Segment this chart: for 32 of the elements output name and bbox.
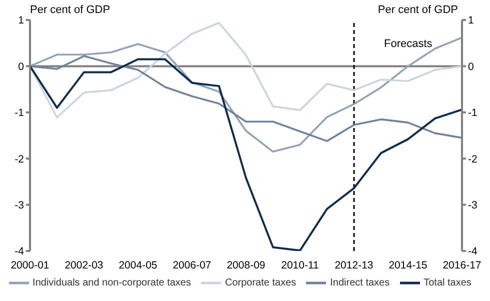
y2-axis-title: Per cent of GDP xyxy=(378,4,458,16)
line-series xyxy=(30,58,462,251)
x-tick-label: 2010-11 xyxy=(281,259,320,272)
x-tick-label: 2014-15 xyxy=(388,259,428,272)
legend-label: Corporate taxes xyxy=(224,278,296,289)
y2-tick-label: 1 xyxy=(468,14,474,27)
legend-label: Individuals and non-corporate taxes xyxy=(32,278,191,289)
x-tick-label: 2006-07 xyxy=(172,259,212,272)
y-axis-title: Per cent of GDP xyxy=(30,4,110,16)
y2-tick-label: -3 xyxy=(468,200,478,212)
y2-tick-label: -1 xyxy=(468,107,478,120)
y-tick-label: 1 xyxy=(18,14,24,27)
line-series xyxy=(30,55,462,142)
y2-tick-label: -2 xyxy=(468,153,478,166)
annotation: Forecasts xyxy=(384,38,432,50)
x-tick-label: 2000-01 xyxy=(10,259,50,272)
line-series xyxy=(30,22,462,118)
x-tick-label: 2008-09 xyxy=(226,259,266,272)
y-tick-label: -3 xyxy=(14,200,24,212)
y2-tick-label: -4 xyxy=(468,246,478,258)
line-series xyxy=(30,36,462,153)
x-tick-label: 2012-13 xyxy=(334,259,374,272)
legend-label: Total taxes xyxy=(424,278,472,289)
legend-label: Indirect taxes xyxy=(330,278,390,289)
y2-tick-label: 0 xyxy=(468,60,474,73)
y-tick-label: -1 xyxy=(14,107,24,120)
x-tick-label: 2016-17 xyxy=(442,259,482,272)
y-tick-label: -4 xyxy=(14,246,24,258)
y-tick-label: 0 xyxy=(18,60,24,73)
x-tick-label: 2002-03 xyxy=(64,259,104,272)
y-tick-label: -2 xyxy=(14,153,24,166)
x-tick-label: 2004-05 xyxy=(118,259,158,272)
